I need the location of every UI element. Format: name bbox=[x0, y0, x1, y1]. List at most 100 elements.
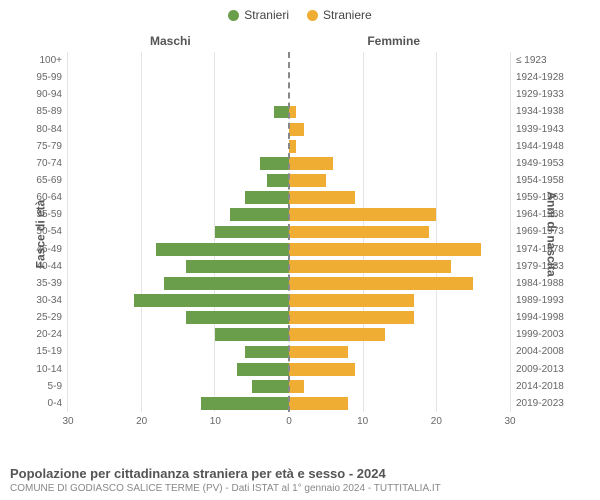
column-title-male: Maschi bbox=[150, 34, 191, 48]
age-label: 80-84 bbox=[36, 124, 62, 135]
age-label: 15-19 bbox=[36, 346, 62, 357]
bar-female bbox=[289, 123, 304, 136]
age-label: 95-99 bbox=[36, 72, 62, 83]
age-label: 40-44 bbox=[36, 261, 62, 272]
age-label: 5-9 bbox=[48, 381, 62, 392]
age-label: 30-34 bbox=[36, 295, 62, 306]
bar-male bbox=[237, 363, 289, 376]
age-label: 100+ bbox=[39, 55, 62, 66]
x-axis: 3020100102030 bbox=[68, 416, 510, 430]
year-label: 2004-2008 bbox=[516, 346, 564, 357]
bar-male bbox=[186, 260, 289, 273]
bar-female bbox=[289, 140, 296, 153]
year-label: 1924-1928 bbox=[516, 72, 564, 83]
year-label: 2019-2023 bbox=[516, 398, 564, 409]
bar-male bbox=[201, 397, 289, 410]
age-label: 25-29 bbox=[36, 312, 62, 323]
year-label: 1959-1963 bbox=[516, 192, 564, 203]
bar-male bbox=[215, 226, 289, 239]
x-tick: 20 bbox=[431, 416, 442, 427]
bar-female bbox=[289, 191, 355, 204]
year-label: 1949-1953 bbox=[516, 158, 564, 169]
legend-item-male: Stranieri bbox=[228, 8, 289, 22]
year-label: 1969-1973 bbox=[516, 226, 564, 237]
age-label: 0-4 bbox=[48, 398, 62, 409]
age-label: 55-59 bbox=[36, 209, 62, 220]
caption: Popolazione per cittadinanza straniera p… bbox=[10, 466, 590, 494]
legend-swatch-female bbox=[307, 10, 318, 21]
bar-female bbox=[289, 397, 348, 410]
age-label: 65-69 bbox=[36, 175, 62, 186]
legend-swatch-male bbox=[228, 10, 239, 21]
bar-male bbox=[186, 311, 289, 324]
year-label: 1954-1958 bbox=[516, 175, 564, 186]
plot-area: 100+≤ 192395-991924-192890-941929-193385… bbox=[68, 52, 510, 412]
year-label: 1999-2003 bbox=[516, 329, 564, 340]
bar-female bbox=[289, 106, 296, 119]
age-label: 75-79 bbox=[36, 141, 62, 152]
x-tick: 0 bbox=[286, 416, 292, 427]
year-label: 1944-1948 bbox=[516, 141, 564, 152]
age-label: 10-14 bbox=[36, 364, 62, 375]
age-label: 35-39 bbox=[36, 278, 62, 289]
caption-title: Popolazione per cittadinanza straniera p… bbox=[10, 466, 590, 481]
bar-male bbox=[245, 191, 289, 204]
legend-item-female: Straniere bbox=[307, 8, 372, 22]
bar-male bbox=[134, 294, 289, 307]
x-tick: 30 bbox=[504, 416, 515, 427]
bar-male bbox=[215, 328, 289, 341]
age-label: 20-24 bbox=[36, 329, 62, 340]
year-label: 1964-1968 bbox=[516, 209, 564, 220]
bar-female bbox=[289, 243, 481, 256]
x-tick: 10 bbox=[210, 416, 221, 427]
age-label: 90-94 bbox=[36, 89, 62, 100]
legend-label-female: Straniere bbox=[323, 8, 372, 22]
chart-area: Maschi Femmine Fasce di età Anni di nasc… bbox=[0, 28, 600, 440]
year-label: 1989-1993 bbox=[516, 295, 564, 306]
age-label: 60-64 bbox=[36, 192, 62, 203]
x-tick: 10 bbox=[357, 416, 368, 427]
year-label: 2014-2018 bbox=[516, 381, 564, 392]
column-title-female: Femmine bbox=[367, 34, 420, 48]
bar-female bbox=[289, 208, 436, 221]
year-label: 1939-1943 bbox=[516, 124, 564, 135]
legend: Stranieri Straniere bbox=[0, 0, 600, 22]
year-label: ≤ 1923 bbox=[516, 55, 547, 66]
age-label: 50-54 bbox=[36, 226, 62, 237]
bar-female bbox=[289, 226, 429, 239]
year-label: 1929-1933 bbox=[516, 89, 564, 100]
bar-female bbox=[289, 346, 348, 359]
year-label: 1984-1988 bbox=[516, 278, 564, 289]
bar-female bbox=[289, 328, 385, 341]
bar-male bbox=[252, 380, 289, 393]
year-label: 2009-2013 bbox=[516, 364, 564, 375]
bar-female bbox=[289, 363, 355, 376]
bar-male bbox=[164, 277, 289, 290]
legend-label-male: Stranieri bbox=[244, 8, 289, 22]
bar-female bbox=[289, 294, 414, 307]
year-label: 1934-1938 bbox=[516, 106, 564, 117]
bar-male bbox=[245, 346, 289, 359]
year-label: 1979-1983 bbox=[516, 261, 564, 272]
bar-male bbox=[230, 208, 289, 221]
x-tick: 30 bbox=[62, 416, 73, 427]
bar-female bbox=[289, 260, 451, 273]
bar-female bbox=[289, 311, 414, 324]
bar-female bbox=[289, 277, 473, 290]
year-label: 1974-1978 bbox=[516, 244, 564, 255]
bar-female bbox=[289, 174, 326, 187]
bar-female bbox=[289, 380, 304, 393]
age-label: 70-74 bbox=[36, 158, 62, 169]
grid-line bbox=[510, 52, 511, 412]
bar-male bbox=[274, 106, 289, 119]
age-label: 85-89 bbox=[36, 106, 62, 117]
bar-male bbox=[267, 174, 289, 187]
x-tick: 20 bbox=[136, 416, 147, 427]
age-label: 45-49 bbox=[36, 244, 62, 255]
bar-male bbox=[260, 157, 289, 170]
bar-male bbox=[156, 243, 289, 256]
caption-subtitle: COMUNE DI GODIASCO SALICE TERME (PV) - D… bbox=[10, 483, 590, 494]
year-label: 1994-1998 bbox=[516, 312, 564, 323]
center-axis-line bbox=[288, 52, 290, 412]
bar-female bbox=[289, 157, 333, 170]
